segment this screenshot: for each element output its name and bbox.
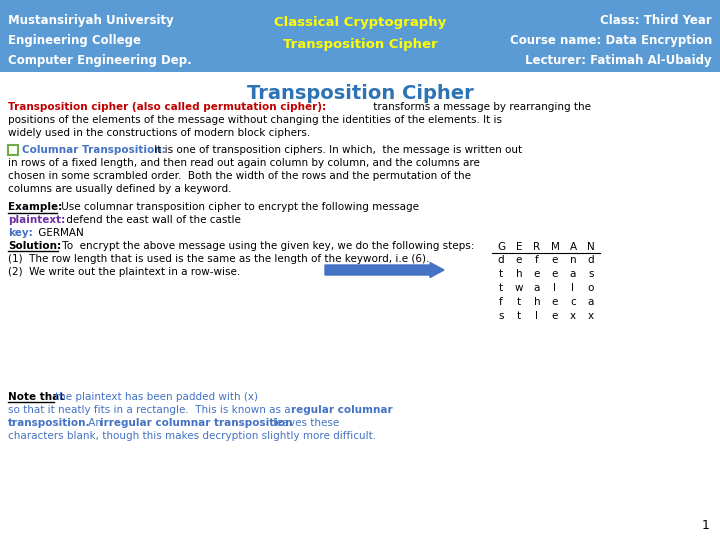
Text: M: M xyxy=(551,242,559,252)
Text: e: e xyxy=(552,297,558,307)
Text: Solution:: Solution: xyxy=(8,241,61,251)
Text: Lecturer: Fatimah Al-Ubaidy: Lecturer: Fatimah Al-Ubaidy xyxy=(526,54,712,67)
Text: Class: Third Year: Class: Third Year xyxy=(600,14,712,27)
Text: To  encrypt the above message using the given key, we do the following steps:: To encrypt the above message using the g… xyxy=(59,241,474,251)
Text: l: l xyxy=(572,283,575,293)
Text: d: d xyxy=(498,255,504,265)
Text: f: f xyxy=(499,297,503,307)
Text: s: s xyxy=(498,311,504,321)
Text: e: e xyxy=(516,255,522,265)
Text: (2)  We write out the plaintext in a row-wise.: (2) We write out the plaintext in a row-… xyxy=(8,267,240,277)
Text: in rows of a fixed length, and then read out again column by column, and the col: in rows of a fixed length, and then read… xyxy=(8,158,480,168)
Text: R: R xyxy=(534,242,541,252)
Text: GERMAN: GERMAN xyxy=(35,228,84,238)
Text: l: l xyxy=(536,311,539,321)
Text: leaves these: leaves these xyxy=(270,418,339,428)
Text: (1)  The row length that is used is the same as the length of the keyword, i.e (: (1) The row length that is used is the s… xyxy=(8,254,429,264)
Text: x: x xyxy=(588,311,594,321)
Text: characters blank, though this makes decryption slightly more difficult.: characters blank, though this makes decr… xyxy=(8,431,376,441)
Text: Transposition cipher (also called permutation cipher):: Transposition cipher (also called permut… xyxy=(8,102,326,112)
Text: Classical Cryptography: Classical Cryptography xyxy=(274,16,446,29)
FancyArrow shape xyxy=(325,262,444,278)
Text: widely used in the constructions of modern block ciphers.: widely used in the constructions of mode… xyxy=(8,128,310,138)
Text: defend the east wall of the castle: defend the east wall of the castle xyxy=(63,215,241,225)
Text: Example:: Example: xyxy=(8,202,62,212)
Text: Computer Engineering Dep.: Computer Engineering Dep. xyxy=(8,54,192,67)
Text: the plaintext has been padded with (x): the plaintext has been padded with (x) xyxy=(55,392,258,402)
Text: so that it neatly fits in a rectangle.  This is known as a: so that it neatly fits in a rectangle. T… xyxy=(8,405,294,415)
Text: positions of the elements of the message without changing the identities of the : positions of the elements of the message… xyxy=(8,115,502,125)
Text: G: G xyxy=(497,242,505,252)
Text: regular columnar: regular columnar xyxy=(291,405,392,415)
Text: e: e xyxy=(552,255,558,265)
Text: Engineering College: Engineering College xyxy=(8,34,141,47)
Text: t: t xyxy=(517,311,521,321)
Text: a: a xyxy=(534,283,540,293)
Text: columns are usually defined by a keyword.: columns are usually defined by a keyword… xyxy=(8,184,232,194)
Text: l: l xyxy=(554,283,557,293)
Text: e: e xyxy=(552,311,558,321)
Text: 1: 1 xyxy=(702,519,710,532)
Text: Mustansiriyah University: Mustansiriyah University xyxy=(8,14,174,27)
Text: Transposition Cipher: Transposition Cipher xyxy=(247,84,473,103)
Text: h: h xyxy=(534,297,540,307)
Text: It is one of transposition ciphers. In which,  the message is written out: It is one of transposition ciphers. In w… xyxy=(151,145,522,155)
Text: t: t xyxy=(499,269,503,279)
Text: A: A xyxy=(570,242,577,252)
Text: s: s xyxy=(588,269,594,279)
Bar xyxy=(8,145,18,155)
Bar xyxy=(0,0,720,72)
Text: E: E xyxy=(516,242,522,252)
Text: w: w xyxy=(515,283,523,293)
Text: An: An xyxy=(85,418,105,428)
Text: transforms a message by rearranging the: transforms a message by rearranging the xyxy=(370,102,591,112)
Text: e: e xyxy=(534,269,540,279)
Text: N: N xyxy=(587,242,595,252)
Text: Columnar Transposition:: Columnar Transposition: xyxy=(22,145,166,155)
Text: n: n xyxy=(570,255,576,265)
Text: transposition.: transposition. xyxy=(8,418,91,428)
Text: Use columnar transposition cipher to encrypt the following message: Use columnar transposition cipher to enc… xyxy=(58,202,419,212)
Text: plaintext:: plaintext: xyxy=(8,215,66,225)
Text: x: x xyxy=(570,311,576,321)
Text: irregular columnar transposition: irregular columnar transposition xyxy=(100,418,292,428)
Text: e: e xyxy=(552,269,558,279)
Text: c: c xyxy=(570,297,576,307)
Text: Course name: Data Encryption: Course name: Data Encryption xyxy=(510,34,712,47)
Text: Note that: Note that xyxy=(8,392,68,402)
Text: key:: key: xyxy=(8,228,32,238)
Text: a: a xyxy=(570,269,576,279)
Text: a: a xyxy=(588,297,594,307)
Text: t: t xyxy=(517,297,521,307)
Text: t: t xyxy=(499,283,503,293)
Text: h: h xyxy=(516,269,522,279)
Text: d: d xyxy=(588,255,594,265)
Text: chosen in some scrambled order.  Both the width of the rows and the permutation : chosen in some scrambled order. Both the… xyxy=(8,171,471,181)
Text: f: f xyxy=(535,255,539,265)
Text: Transposition Cipher: Transposition Cipher xyxy=(283,38,437,51)
Text: o: o xyxy=(588,283,594,293)
